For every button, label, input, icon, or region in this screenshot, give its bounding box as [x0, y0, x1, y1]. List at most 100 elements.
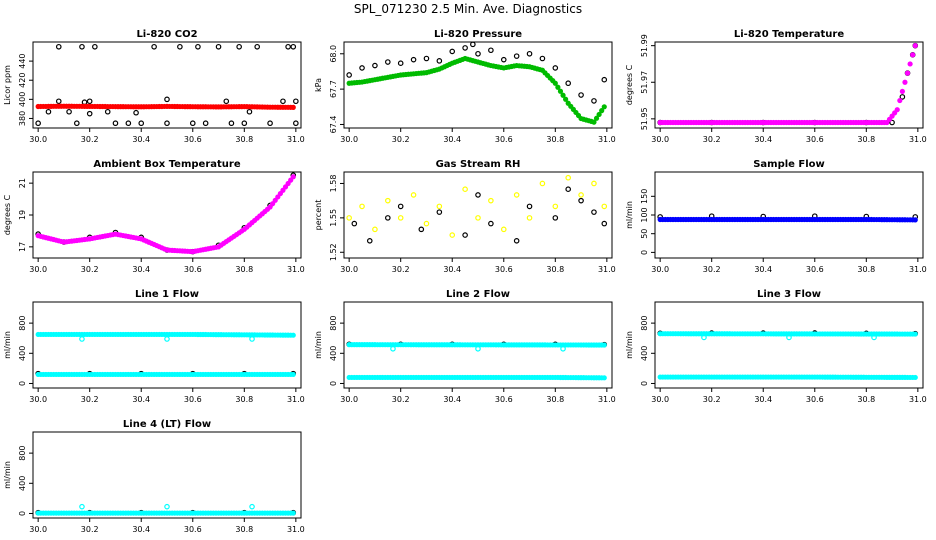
- data-point: [249, 336, 255, 342]
- y-tick-label: 380: [18, 111, 27, 126]
- data-point: [151, 43, 157, 50]
- x-tick-label: 30.4: [132, 135, 150, 144]
- data-point: [346, 215, 352, 221]
- data-point: [390, 345, 396, 352]
- x-tick-label: 30.8: [235, 135, 253, 144]
- data-point: [74, 120, 80, 127]
- data-point: [907, 61, 913, 67]
- series-co2-average: [35, 103, 296, 110]
- panel-title: Line 1 Flow: [135, 289, 199, 300]
- data-point: [912, 217, 918, 223]
- y-tick-label: 17: [18, 242, 27, 252]
- data-point: [346, 72, 352, 78]
- data-point: [79, 503, 85, 510]
- x-tick-label: 30.0: [340, 265, 358, 274]
- data-point: [912, 43, 918, 49]
- data-point: [195, 43, 201, 50]
- series-temp-raw: [657, 42, 919, 126]
- panel-title: Line 3 Flow: [757, 289, 821, 300]
- data-point: [293, 98, 299, 105]
- data-point: [560, 345, 566, 352]
- panel-line-1-flow: Line 1 Flow ml/min 30.0 30.2 30.4 30.6 30.8 31.…: [3, 289, 305, 404]
- data-point: [462, 186, 468, 193]
- y-axis-label: Licor ppm: [3, 65, 12, 105]
- series-line-1-high: [35, 331, 296, 338]
- data-point: [290, 371, 296, 378]
- y-axis-label: ml/min: [625, 331, 634, 359]
- x-tick-label: 30.4: [754, 265, 772, 274]
- data-point: [410, 56, 417, 63]
- data-point: [910, 52, 916, 58]
- data-point: [359, 203, 365, 210]
- x-tick-label: 31.0: [287, 265, 305, 274]
- y-axis-label: ml/min: [625, 201, 634, 229]
- series-line-1-dips: [79, 336, 255, 342]
- y-tick-label: 0: [329, 381, 338, 386]
- x-tick-label: 30.6: [184, 135, 202, 144]
- series-temp-average: [657, 43, 918, 126]
- data-point: [488, 197, 494, 204]
- panel-ambient-box-temperature: Ambient Box Temperature degrees C 30.0 30.2…: [3, 159, 305, 274]
- data-point: [397, 215, 404, 221]
- y-tick-label: 21: [18, 178, 27, 188]
- x-tick-label: 30.6: [495, 135, 513, 144]
- x-tick-label: 30.0: [651, 265, 669, 274]
- data-point: [45, 108, 52, 115]
- data-point: [79, 43, 85, 50]
- data-point: [701, 334, 707, 341]
- data-point: [372, 226, 378, 233]
- x-tick-label: 30.8: [235, 395, 253, 404]
- x-tick-label: 30.8: [235, 525, 253, 534]
- data-point: [164, 96, 170, 103]
- series-line-1-low: [35, 371, 296, 378]
- x-tick-label: 30.6: [495, 395, 513, 404]
- panel-title: Li-820 Temperature: [734, 29, 844, 40]
- data-point: [215, 43, 222, 50]
- data-point: [397, 60, 404, 67]
- y-tick-label: 51.97: [640, 71, 649, 94]
- data-point: [55, 43, 62, 50]
- series-line-2-high: [346, 342, 607, 348]
- data-point: [290, 104, 296, 110]
- panel-li820-pressure: Li-820 Pressure kPa 30.0 30.2 30.4 30.6 30.8 31…: [314, 29, 616, 144]
- x-tick-label: 30.8: [546, 135, 564, 144]
- x-tick-label: 30.2: [703, 395, 721, 404]
- data-point: [86, 98, 93, 105]
- plot-frame: [343, 171, 613, 259]
- data-point: [385, 197, 391, 204]
- plot-frame: [343, 41, 613, 129]
- data-point: [565, 80, 571, 87]
- data-point: [596, 111, 602, 118]
- series-rh-raw: [351, 186, 608, 244]
- data-point: [912, 331, 918, 337]
- x-tick-label: 30.8: [546, 265, 564, 274]
- y-tick-label: 67.4: [329, 116, 338, 134]
- data-point: [786, 334, 792, 341]
- series-line-3-dips: [701, 334, 877, 341]
- data-point: [246, 108, 253, 115]
- x-tick-label: 30.2: [703, 135, 721, 144]
- plot-frame: [654, 41, 924, 129]
- data-point: [899, 94, 906, 100]
- x-tick-label: 31.0: [598, 135, 616, 144]
- x-tick-label: 30.6: [806, 265, 824, 274]
- panel-line-4-lt-flow: Line 4 (LT) Flow ml/min 30.0 30.2 30.4 30.6 30…: [3, 419, 305, 534]
- x-tick-label: 30.8: [857, 395, 875, 404]
- data-point: [359, 65, 365, 71]
- data-point: [164, 503, 170, 510]
- data-point: [423, 220, 430, 227]
- y-tick-label: 68.0: [329, 45, 338, 63]
- series-pressure-raw: [346, 41, 608, 104]
- y-tick-label: 400: [329, 346, 338, 361]
- data-point: [552, 215, 559, 221]
- y-tick-label: 800: [329, 315, 338, 330]
- series-sample-average: [657, 216, 918, 223]
- y-tick-label: 51.99: [640, 34, 649, 57]
- data-point: [418, 226, 425, 233]
- data-point: [423, 55, 430, 62]
- y-tick-label: 1.52: [329, 243, 338, 261]
- data-point: [488, 220, 494, 227]
- data-point: [591, 98, 597, 104]
- x-tick-label: 30.4: [132, 525, 150, 534]
